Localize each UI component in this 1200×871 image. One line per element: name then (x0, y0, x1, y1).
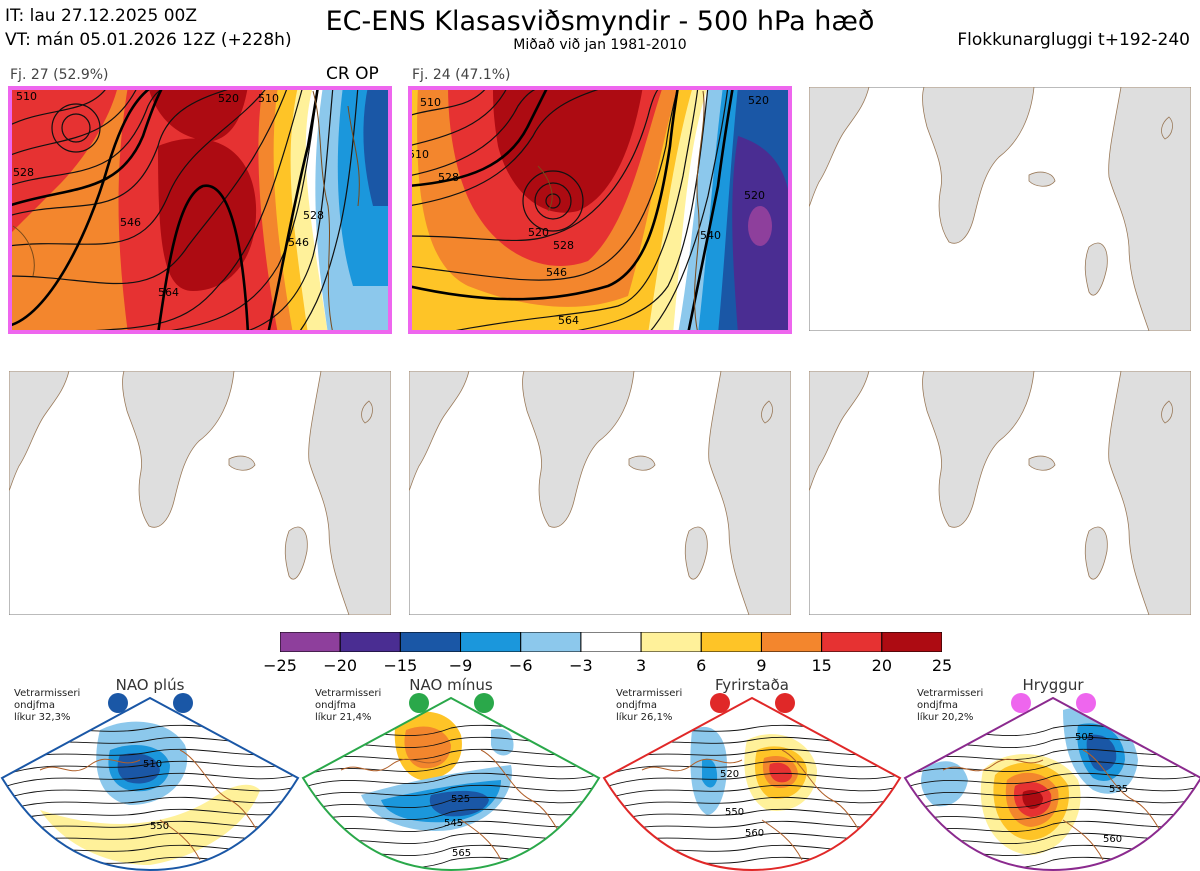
cluster-2-contour-label: 540 (700, 229, 721, 242)
colorbar-tick-label: 15 (811, 656, 832, 675)
cluster-2-map[interactable]: 510 528 520 510 528 546 564 540 520 520 (408, 86, 792, 334)
regime-contour-label: 520 (720, 769, 739, 780)
cluster-1-contour-label: 528 (13, 166, 34, 179)
regime-contour-label: 535 (1109, 784, 1128, 795)
regime-center-marker (474, 693, 494, 713)
regime-contour-label: 560 (1103, 834, 1122, 845)
regime-contour-label: 510 (143, 759, 162, 770)
colorbar-tick-label: 9 (756, 656, 767, 675)
colorbar-tick-label: −3 (569, 656, 593, 675)
cluster-2-contour-label: 546 (546, 266, 567, 279)
colorbar-swatch (339, 631, 401, 653)
cluster-1-map[interactable]: 510 520 528 546 564 546 528 510 (8, 86, 392, 334)
cluster-1-contour-label: 510 (258, 92, 279, 105)
cluster-2-contour-label: 520 (528, 226, 549, 239)
cluster-5-empty-map (409, 371, 791, 615)
regime-title: Fyrirstaða (715, 676, 789, 694)
colorbar-tick-label: −15 (383, 656, 418, 675)
cluster-2-label: Fj. 24 (47.1%) (412, 67, 511, 83)
cluster-2-contour-label: 528 (438, 171, 459, 184)
regime-center-marker (1011, 693, 1031, 713)
regime-contour-label: 545 (444, 818, 463, 829)
regime-contour-label: 565 (452, 848, 471, 859)
colorbar-tick-label: 25 (931, 656, 953, 675)
colorbar-tick-label: 3 (635, 656, 647, 675)
regime-center-marker (1076, 693, 1096, 713)
colorbar-tick-label: 6 (696, 656, 707, 675)
regime-contour-label: 560 (745, 828, 764, 839)
cluster-2-contour-label: 510 (408, 148, 429, 161)
regime-contour-label: 550 (725, 807, 744, 818)
regime-center-marker (409, 693, 429, 713)
colorbar-tick-label: 20 (871, 656, 892, 675)
cluster-1-contour-label: 528 (303, 209, 324, 222)
colorbar-swatch (279, 631, 341, 653)
cluster-1-label: Fj. 27 (52.9%) (10, 67, 109, 83)
cluster-3-empty-map (809, 87, 1191, 331)
regime-panel[interactable]: 525 545 565 NAO mínus Vetrarmisseri ondjfma lí… (301, 676, 601, 871)
colorbar-tick-label: −6 (508, 656, 533, 675)
colorbar-swatch (760, 631, 823, 653)
regime-center-marker (775, 693, 795, 713)
cluster-2-contour-label: 528 (553, 239, 574, 252)
regime-title: NAO mínus (409, 676, 493, 694)
regime-contour-label: 525 (451, 794, 470, 805)
cluster-6-empty-map (809, 371, 1191, 615)
colorbar-swatch (460, 631, 522, 653)
regime-center-marker (710, 693, 730, 713)
colorbar (279, 631, 943, 653)
valid-time: VT: mán 05.01.2026 12Z (+228h) (5, 30, 292, 50)
header-times: IT: lau 27.12.2025 00Z VT: mán 05.01.202… (5, 4, 292, 52)
colorbar-swatch (821, 631, 883, 653)
page-subtitle: Miðað við jan 1981-2010 (513, 37, 687, 53)
init-time: IT: lau 27.12.2025 00Z (5, 6, 197, 26)
regime-center-marker (108, 693, 128, 713)
colorbar-tick-label: −9 (448, 656, 473, 675)
cluster-2-contour-label: 510 (420, 96, 441, 109)
colorbar-swatch (881, 631, 943, 653)
cluster-1-contour-label: 564 (158, 286, 179, 299)
regime-note: Vetrarmisseri ondjfma líkur 32,3% (14, 688, 81, 723)
regime-note: Vetrarmisseri ondjfma líkur 20,2% (917, 688, 984, 723)
cluster-1-contour-label: 510 (16, 90, 37, 103)
regime-note: Vetrarmisseri ondjfma líkur 26,1% (616, 688, 683, 723)
regime-panel[interactable]: 505 535 560 Hryggur Vetrarmisseri ondjfma líku… (903, 676, 1200, 871)
cluster-4-empty-map (9, 371, 391, 615)
colorbar-tick-label: −20 (323, 656, 358, 675)
regime-title: NAO plús (115, 676, 185, 694)
colorbar-swatch (520, 631, 582, 653)
regime-title: Hryggur (1022, 676, 1084, 694)
classification-window: Flokkunargluggi t+192-240 (957, 30, 1190, 50)
colorbar-swatch (640, 631, 702, 653)
colorbar-tick-label: −25 (263, 656, 297, 675)
colorbar-swatch (700, 631, 762, 653)
cluster-2-contour-label: 564 (558, 314, 579, 327)
page-title: EC-ENS Klasasviðsmyndir - 500 hPa hæð (325, 6, 875, 37)
regime-center-marker (173, 693, 193, 713)
colorbar-swatch (580, 631, 642, 653)
regime-contour-label: 505 (1075, 732, 1094, 743)
cluster-2-contour-label: 520 (748, 94, 769, 107)
colorbar-swatch (399, 631, 462, 653)
regime-panel[interactable]: 520 550 560 Fyrirstaða Vetrarmisseri ondjfma l… (602, 676, 902, 871)
cluster-1-contour-label: 546 (120, 216, 141, 229)
cluster-1-contour-label: 546 (288, 236, 309, 249)
regime-panel[interactable]: 510 550 NAO plús Vetrarmisseri ondjfma líkur … (0, 676, 300, 871)
cluster-2-contour-label: 520 (744, 189, 765, 202)
regime-contour-label: 550 (150, 821, 169, 832)
cluster-1-contour-label: 520 (218, 92, 239, 105)
cluster-1-crop-label: CR OP (326, 64, 379, 84)
regime-note: Vetrarmisseri ondjfma líkur 21,4% (315, 688, 382, 723)
